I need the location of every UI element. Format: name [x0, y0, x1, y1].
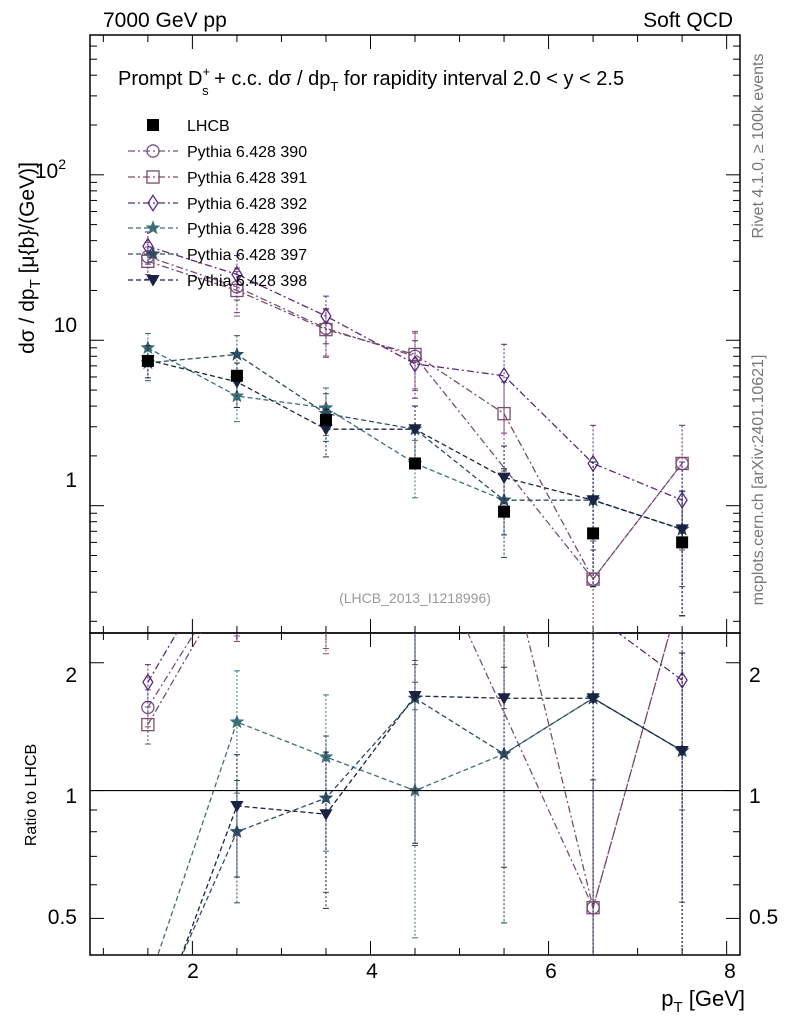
ratio-marker	[319, 809, 333, 821]
ratio-marker	[231, 559, 243, 571]
y-axis-title: dσ / dpT [μ{b}/(GeV)]	[16, 162, 44, 354]
series-pythia-6.428-398	[141, 345, 689, 617]
mcplots-label: mcplots.cern.ch [arXiv:2401.10621]	[750, 355, 767, 606]
ratio-ytick-right-1: 1	[749, 785, 761, 808]
ratio-marker	[497, 693, 511, 705]
ratio-ytick-left-0.5: 0.5	[48, 906, 77, 929]
data-point	[498, 505, 511, 518]
series-line	[147, 256, 683, 581]
legend-label-data: LHCB	[187, 118, 230, 135]
legend-marker	[146, 170, 160, 184]
xtick-label-6: 6	[545, 960, 557, 983]
point-marker	[497, 406, 511, 421]
ratio-marker	[675, 745, 689, 758]
ratio-marker	[142, 673, 154, 692]
ratio-marker	[409, 511, 421, 523]
ratio-axis-title: Ratio to LHCB	[23, 744, 40, 846]
series-pythia-6.428-392	[142, 231, 688, 588]
ratio-pythia-6.428-397	[181, 633, 690, 955]
ratio-marker	[676, 671, 688, 690]
ratio-ytick-left-1: 1	[65, 785, 77, 808]
point-marker	[319, 424, 333, 436]
xtick-label-2: 2	[187, 960, 199, 983]
ratio-marker	[409, 507, 421, 519]
point-marker	[231, 265, 243, 284]
ratio-marker	[586, 693, 600, 705]
legend-marker	[145, 220, 161, 235]
legend-label-397: Pythia 6.428 397	[187, 247, 307, 264]
point-marker	[229, 346, 245, 361]
point-marker	[320, 307, 332, 325]
legend-marker-data	[147, 119, 159, 131]
ratio-ytick-right-0.5: 0.5	[749, 906, 778, 929]
main-plot-layer	[140, 231, 690, 633]
header-right: Soft QCD	[643, 9, 733, 32]
ratio-ytick-right-2: 2	[749, 664, 761, 687]
ratio-pythia-6.428-398	[180, 633, 689, 955]
data-point	[319, 413, 332, 426]
series-line	[147, 260, 683, 581]
point-marker	[408, 347, 422, 362]
ratio-marker	[321, 518, 331, 533]
ytick-label-1: 1	[65, 469, 77, 492]
legend-marker	[146, 275, 160, 287]
ratio-marker	[141, 976, 156, 990]
x-axis-title: pT [GeV]	[661, 986, 745, 1016]
ratio-line	[180, 695, 683, 955]
data-point	[676, 536, 689, 549]
ratio-marker	[586, 900, 600, 915]
xtick-labels: 2 4 6 8	[187, 960, 736, 983]
chart-title: Prompt D+ s + c.c. dσ / dpT for rapidity …	[118, 64, 624, 98]
legend: LHCB Pythia 6.428 390 Pythia 6.428 391 P…	[128, 118, 307, 290]
legend-marker	[147, 194, 159, 212]
ratio-marker	[410, 527, 420, 542]
data-point	[141, 354, 154, 367]
point-marker	[498, 366, 510, 385]
ratio-marker	[408, 691, 422, 703]
point-marker	[586, 572, 600, 586]
header-left: 7000 GeV pp	[103, 9, 227, 32]
legend-marker	[145, 246, 161, 261]
point-marker	[408, 424, 422, 436]
ratio-marker	[320, 548, 332, 560]
point-marker	[497, 472, 511, 485]
legend-label-392: Pythia 6.428 392	[187, 196, 307, 213]
point-marker	[318, 405, 334, 420]
ratio-marker	[141, 717, 155, 732]
top-ytick-labels: 1 10 102	[35, 156, 77, 492]
rivet-label: Rivet 4.1.0, ≥ 100k events	[750, 54, 767, 239]
ratio-marker	[230, 800, 244, 813]
legend-marker	[146, 144, 160, 158]
xtick-label-8: 8	[724, 960, 736, 983]
ytick-label-10: 10	[54, 314, 77, 337]
point-marker	[675, 456, 689, 471]
ratio-marker	[320, 553, 332, 565]
ratio-ytick-labels: 0.5 1 2 0.5 1 2	[48, 664, 778, 929]
series-pythia-6.428-390	[141, 241, 689, 633]
ratio-marker	[232, 523, 242, 538]
point-marker	[675, 524, 689, 536]
legend-label-396: Pythia 6.428 396	[187, 221, 307, 238]
data-point	[587, 527, 600, 540]
legend-label-398: Pythia 6.428 398	[187, 273, 307, 290]
series-data	[141, 354, 689, 549]
data-point	[409, 457, 421, 470]
analysis-watermark: (LHCB_2013_I1218996)	[339, 590, 491, 606]
series-line	[147, 245, 683, 501]
legend-label-390: Pythia 6.428 390	[187, 144, 307, 161]
point-marker	[141, 254, 155, 269]
point-marker	[409, 354, 421, 373]
axis-ticks	[90, 34, 740, 955]
ratio-marker	[231, 564, 243, 576]
point-marker	[586, 495, 600, 507]
ratio-ytick-left-2: 2	[65, 664, 77, 687]
legend-label-391: Pythia 6.428 391	[187, 170, 307, 187]
xtick-label-4: 4	[366, 960, 378, 983]
ytick-label-100: 102	[35, 156, 66, 183]
data-point	[230, 369, 243, 382]
ratio-marker	[229, 714, 245, 729]
